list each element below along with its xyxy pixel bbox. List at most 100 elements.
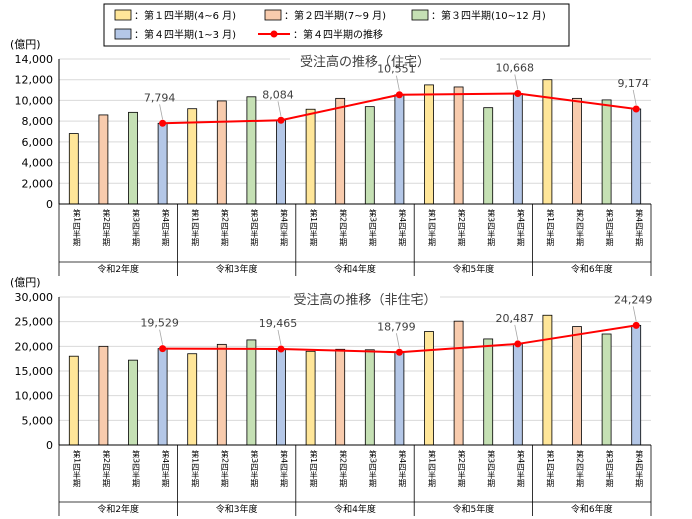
x-tick-label: 第1四半期	[72, 449, 81, 488]
legend-item-q2: ：第２四半期(7~9 月)	[264, 9, 386, 22]
data-label-leader	[396, 333, 400, 349]
title-backdrop	[290, 53, 440, 70]
y-tick-label: 10,000	[15, 390, 54, 403]
year-label: 令和4年度	[334, 263, 376, 275]
bar	[542, 314, 553, 446]
x-tick-label: 第1四半期	[191, 449, 200, 488]
bar	[483, 338, 494, 446]
bar	[512, 93, 523, 205]
x-tick-label: 第2四半期	[457, 449, 466, 488]
x-tick-label: 第3四半期	[132, 208, 141, 247]
year-label: 令和5年度	[453, 263, 495, 275]
x-tick-label: 第4四半期	[635, 449, 644, 488]
x-tick-label: 第2四半期	[220, 208, 229, 247]
legend-swatch-q3	[411, 9, 429, 21]
bar	[246, 96, 257, 205]
year-label: 令和2年度	[97, 503, 139, 515]
bar	[572, 326, 582, 446]
data-label: 10,551	[377, 63, 416, 76]
y-tick-label: 4,000	[22, 157, 54, 170]
bar	[483, 107, 494, 205]
bar	[631, 324, 642, 446]
x-tick-label: 第2四半期	[339, 449, 348, 488]
bar	[512, 343, 523, 446]
x-tick-label: 第1四半期	[546, 449, 555, 488]
x-tick-label: 第2四半期	[102, 449, 111, 488]
data-label: 24,249	[614, 293, 653, 306]
bar	[335, 348, 346, 446]
x-tick-label: 第4四半期	[280, 208, 289, 247]
data-label: 9,174	[617, 77, 649, 90]
data-label: 19,465	[259, 317, 298, 330]
x-tick-label: 第1四半期	[191, 208, 200, 247]
chart-non-housing: 0 5,000 10,000 15,000 20,000 25,000 30,000 (億円)…	[10, 276, 652, 516]
x-tick-label: 第3四半期	[368, 208, 377, 247]
data-label-leader	[159, 329, 163, 345]
bar	[453, 320, 464, 446]
chart-title: 受注高の推移（住宅）	[300, 54, 430, 70]
bar	[246, 339, 257, 446]
x-tick-label: 第2四半期	[102, 208, 111, 247]
y-tick-label: 6,000	[22, 136, 54, 149]
legend: ：第１四半期(4~6 月) ：第２四半期(7~9 月) ：第３四半期(10~12…	[103, 3, 570, 47]
year-label: 令和5年度	[453, 503, 495, 515]
year-label: 令和6年度	[571, 503, 613, 515]
x-tick-label: 第3四半期	[487, 449, 496, 488]
bar	[394, 94, 405, 205]
bar	[601, 99, 612, 205]
bar	[128, 111, 138, 205]
bar	[216, 343, 227, 446]
x-tick-label: 第2四半期	[457, 208, 466, 247]
x-tick-label: 第4四半期	[516, 208, 525, 247]
bar	[128, 359, 138, 446]
x-tick-label: 第1四半期	[309, 208, 318, 247]
y-axis-label: (億円)	[10, 38, 41, 51]
trend-point	[632, 321, 640, 329]
data-label: 19,529	[140, 317, 179, 330]
y-tick-label: 10,000	[15, 94, 54, 107]
data-label-leader	[277, 101, 282, 117]
chart-housing: 0 2,000 4,000 6,000 8,000 10,000 12,000 14,000 (…	[10, 38, 652, 276]
bar	[335, 97, 346, 205]
x-tick-label: 第1四半期	[428, 208, 437, 247]
y-tick-label: 5,000	[22, 414, 54, 427]
year-label: 令和3年度	[216, 503, 258, 515]
legend-item-q1: ：第１四半期(4~6 月)	[114, 9, 236, 22]
year-label: 令和6年度	[571, 263, 613, 275]
trend-point	[159, 345, 167, 353]
bar	[572, 97, 582, 205]
data-label: 7,794	[144, 91, 176, 104]
legend-label-trend: ：第４四半期の推移	[293, 28, 383, 41]
x-tick-label: 第3四半期	[605, 449, 614, 488]
year-label: 令和4年度	[334, 503, 376, 515]
bar	[631, 108, 642, 205]
y-tick-label: 12,000	[15, 74, 54, 87]
data-label-leader	[514, 74, 519, 90]
bar	[424, 84, 434, 205]
x-tick-label: 第4四半期	[161, 449, 170, 488]
x-tick-label: 第2四半期	[576, 449, 585, 488]
bar	[276, 119, 286, 205]
legend-label-q1: ：第１四半期(4~6 月)	[134, 9, 236, 22]
x-tick-label: 第3四半期	[605, 208, 614, 247]
chart-title: 受注高の推移（非住宅）	[293, 292, 436, 308]
bar	[601, 333, 612, 446]
bar	[364, 349, 375, 446]
title-backdrop	[290, 291, 440, 308]
data-label-leader	[632, 306, 637, 322]
data-label-leader	[277, 329, 282, 346]
year-label: 令和3年度	[216, 263, 258, 275]
x-tick-label: 第3四半期	[250, 449, 259, 488]
legend-item-trend: ：第４四半期の推移	[258, 28, 383, 41]
y-tick-label: 15,000	[15, 365, 54, 378]
legend-item-q4: ：第４四半期(1~3 月)	[114, 28, 236, 41]
legend-swatch-q4	[114, 28, 132, 40]
y-tick-label: 14,000	[15, 53, 54, 66]
legend-marker-trend	[270, 30, 278, 38]
bar	[157, 122, 168, 205]
trend-point	[277, 345, 285, 353]
data-label: 10,668	[496, 62, 535, 75]
bar	[305, 350, 316, 446]
legend-swatch-q2	[264, 9, 282, 21]
